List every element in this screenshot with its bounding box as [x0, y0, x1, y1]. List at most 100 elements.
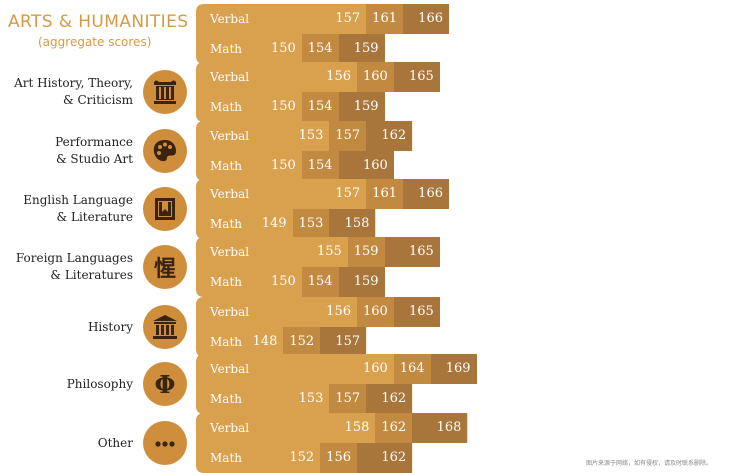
verbal-band-upper [393, 297, 440, 327]
verbal-value-label: 155 [316, 244, 342, 259]
math-band-middle [292, 209, 330, 239]
category-label-line: Philosophy [66, 376, 133, 391]
math-value-label: 149 [261, 216, 287, 231]
math-band-upper [329, 209, 376, 239]
verbal-value-label: 153 [298, 128, 324, 143]
verbal-value-label: 160 [362, 361, 388, 376]
verbal-value-label: 164 [399, 361, 425, 376]
category-label: Other [98, 435, 133, 452]
math-band-upper [338, 267, 385, 297]
verbal-value-label: 156 [326, 304, 351, 319]
math-row-label: Math [210, 275, 242, 289]
verbal-band-upper [403, 179, 449, 209]
math-row-label: Math [210, 159, 242, 173]
verbal-value-label: 166 [418, 186, 443, 201]
verbal-band-upper [384, 237, 440, 267]
math-value-label: 154 [307, 99, 333, 114]
math-band-middle [301, 92, 339, 122]
math-value-label: 154 [307, 158, 333, 173]
verbal-value-label: 168 [436, 420, 462, 435]
math-row: Math 150 154 159 [196, 92, 385, 122]
math-row: Math 153 157 162 [196, 384, 413, 414]
verbal-value-label: 166 [418, 11, 443, 26]
math-value-label: 160 [362, 158, 388, 173]
verbal-value-label: 161 [372, 11, 397, 26]
math-row-label: Math [210, 217, 242, 231]
category-label-line: Other [97, 435, 133, 450]
math-band-upper [366, 384, 413, 414]
category-label-line: & Literature [56, 210, 133, 224]
verbal-row-label: Verbal [210, 305, 250, 319]
verbal-value-label: 158 [344, 420, 370, 435]
paint-palette-icon [143, 129, 187, 173]
math-row-label: Math [210, 42, 242, 56]
math-band-upper [357, 443, 413, 473]
footnote: 图片来源于网络，如有侵权，请及时联系删除。 [586, 460, 713, 467]
math-value-label: 154 [307, 41, 333, 56]
math-band-upper [338, 151, 394, 181]
verbal-band-middle [347, 237, 385, 267]
verbal-band-middle [357, 62, 394, 92]
ionic-column-icon [143, 70, 187, 114]
verbal-row: Verbal 157 161 166 [196, 179, 449, 209]
math-row-label: Math [210, 392, 242, 406]
category-label: History [88, 319, 133, 336]
math-band-upper [338, 34, 385, 64]
chinese-character-icon: 惺 [143, 245, 187, 289]
verbal-value-label: 159 [353, 244, 379, 259]
category-label: Performance & Studio Art [55, 134, 133, 168]
verbal-band-middle [375, 413, 413, 443]
verbal-row: Verbal 153 157 162 [196, 121, 413, 151]
verbal-band-middle [357, 297, 394, 327]
verbal-band-upper [430, 354, 477, 384]
verbal-band-middle [329, 121, 367, 151]
math-value-label: 150 [270, 274, 296, 289]
math-band-middle [283, 327, 321, 357]
verbal-band-upper [403, 4, 449, 34]
verbal-value-label: 157 [335, 186, 361, 201]
category-label-line: English Language [23, 193, 133, 207]
svg-text:惺: 惺 [154, 257, 176, 281]
math-value-label: 150 [270, 99, 296, 114]
classical-building-icon [143, 305, 187, 349]
math-band-middle [329, 384, 367, 414]
verbal-band-upper [366, 121, 413, 151]
category-label: Philosophy [67, 376, 133, 393]
math-row: Math 150 154 160 [196, 151, 394, 181]
verbal-band-upper [393, 62, 440, 92]
verbal-value-label: 165 [408, 69, 434, 84]
math-value-label: 154 [307, 274, 333, 289]
math-value-label: 159 [353, 99, 379, 114]
math-band-upper [338, 92, 385, 122]
category-label: English Language & Literature [23, 192, 133, 226]
math-value-label: 156 [326, 450, 351, 465]
svg-text:Φ: Φ [155, 370, 176, 398]
category-label-line: & Literatures [50, 268, 133, 282]
math-band-middle [301, 34, 339, 64]
verbal-band-middle [393, 354, 431, 384]
math-value-label: 153 [298, 216, 324, 231]
book-icon [143, 187, 187, 231]
phi-icon: Φ [143, 362, 187, 406]
verbal-value-label: 160 [362, 304, 388, 319]
ellipsis-icon [143, 421, 187, 465]
math-row-label: Math [210, 335, 242, 349]
math-row: Math 149 153 158 [196, 209, 376, 239]
math-value-label: 159 [353, 274, 379, 289]
verbal-row-label: Verbal [210, 12, 250, 26]
verbal-value-label: 165 [408, 304, 434, 319]
verbal-row: Verbal 160 164 169 [196, 354, 477, 384]
math-band-upper [320, 327, 367, 357]
verbal-row: Verbal 157 161 166 [196, 4, 449, 34]
verbal-value-label: 156 [326, 69, 351, 84]
verbal-band-middle [366, 179, 403, 209]
verbal-value-label: 160 [362, 69, 388, 84]
math-value-label: 158 [344, 216, 370, 231]
math-value-label: 153 [298, 391, 324, 406]
verbal-value-label: 162 [381, 420, 407, 435]
math-value-label: 157 [335, 334, 361, 349]
verbal-row-label: Verbal [210, 421, 250, 435]
category-label-line: & Criticism [62, 93, 133, 107]
category-label: Art History, Theory, & Criticism [14, 75, 133, 109]
category-label: Foreign Languages & Literatures [16, 250, 133, 284]
